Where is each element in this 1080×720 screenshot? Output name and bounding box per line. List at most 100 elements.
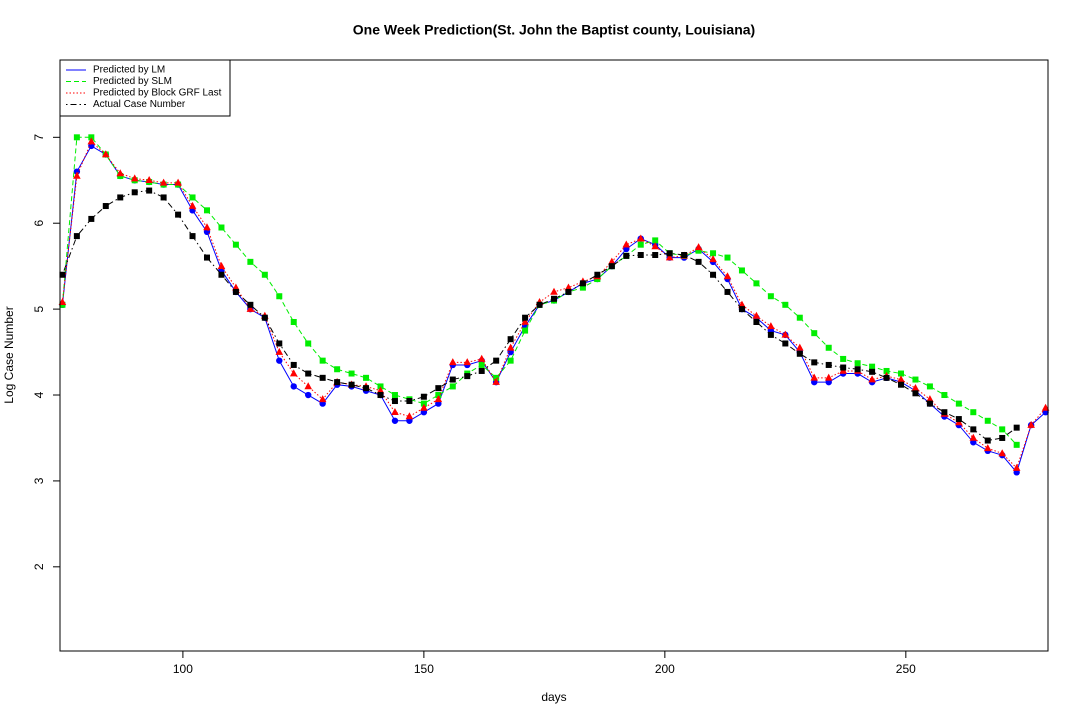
point bbox=[493, 374, 500, 381]
y-axis-label: Log Case Number bbox=[2, 306, 16, 403]
point bbox=[984, 417, 991, 424]
point bbox=[88, 215, 95, 222]
point bbox=[999, 434, 1006, 441]
point bbox=[564, 283, 573, 291]
point bbox=[449, 376, 456, 383]
point bbox=[637, 251, 644, 258]
point bbox=[478, 361, 485, 368]
point bbox=[87, 137, 96, 145]
point bbox=[694, 243, 703, 251]
point bbox=[998, 449, 1007, 457]
point bbox=[334, 379, 341, 386]
point bbox=[782, 301, 789, 308]
point bbox=[738, 306, 745, 313]
point bbox=[261, 314, 268, 321]
point bbox=[637, 241, 644, 248]
point bbox=[651, 242, 660, 250]
point bbox=[811, 359, 818, 366]
point bbox=[898, 370, 905, 377]
x-tick-label: 250 bbox=[896, 662, 916, 676]
plot-frame bbox=[59, 59, 1049, 652]
point bbox=[955, 416, 962, 423]
point bbox=[782, 340, 789, 347]
point bbox=[318, 395, 327, 403]
point bbox=[420, 393, 427, 400]
point bbox=[319, 357, 326, 364]
point bbox=[435, 385, 442, 392]
point bbox=[217, 261, 226, 269]
point bbox=[102, 203, 109, 210]
point bbox=[59, 271, 66, 278]
point bbox=[420, 400, 427, 407]
legend-label: Predicted by Block GRF Last bbox=[93, 88, 222, 99]
point bbox=[941, 392, 948, 399]
point bbox=[710, 271, 717, 278]
point bbox=[189, 233, 196, 240]
point bbox=[73, 233, 80, 240]
point bbox=[752, 311, 761, 319]
point bbox=[189, 194, 196, 201]
point bbox=[738, 267, 745, 274]
point bbox=[926, 383, 933, 390]
point bbox=[636, 234, 645, 242]
point bbox=[434, 395, 443, 403]
point bbox=[391, 417, 399, 424]
point bbox=[319, 374, 326, 381]
y-tick-label: 6 bbox=[32, 220, 46, 227]
point bbox=[1041, 403, 1050, 411]
point bbox=[507, 336, 514, 343]
point bbox=[767, 293, 774, 300]
point bbox=[391, 398, 398, 405]
point bbox=[305, 391, 312, 399]
point bbox=[218, 224, 225, 231]
point bbox=[1013, 424, 1020, 431]
x-tick-label: 150 bbox=[414, 662, 434, 676]
point bbox=[88, 134, 95, 141]
point bbox=[854, 360, 861, 367]
point bbox=[377, 383, 384, 390]
point bbox=[464, 373, 471, 380]
point bbox=[724, 254, 731, 261]
point bbox=[710, 250, 717, 257]
point bbox=[999, 426, 1006, 433]
point bbox=[463, 358, 472, 366]
point bbox=[276, 357, 283, 364]
point bbox=[203, 207, 210, 214]
point bbox=[824, 373, 833, 381]
point bbox=[926, 395, 934, 403]
point bbox=[492, 377, 500, 385]
point bbox=[188, 201, 197, 209]
point bbox=[305, 370, 312, 377]
point bbox=[218, 271, 225, 278]
point bbox=[840, 364, 847, 371]
point bbox=[175, 211, 182, 218]
point bbox=[117, 194, 124, 201]
point bbox=[983, 444, 992, 452]
point bbox=[898, 381, 905, 388]
x-tick-label: 200 bbox=[655, 662, 675, 676]
point bbox=[203, 223, 211, 231]
point bbox=[652, 237, 659, 244]
point bbox=[130, 174, 139, 182]
point bbox=[767, 331, 774, 338]
point bbox=[579, 284, 586, 291]
point bbox=[377, 392, 384, 399]
point bbox=[912, 390, 919, 397]
point bbox=[911, 383, 920, 391]
point bbox=[840, 355, 847, 362]
point bbox=[131, 189, 138, 196]
point bbox=[276, 293, 283, 300]
point bbox=[522, 314, 529, 321]
point bbox=[203, 254, 210, 261]
point bbox=[854, 366, 861, 373]
point bbox=[290, 383, 297, 390]
point bbox=[1012, 463, 1021, 471]
point bbox=[116, 169, 125, 177]
point bbox=[521, 317, 529, 325]
point bbox=[551, 295, 557, 302]
y-tick-label: 5 bbox=[32, 305, 46, 312]
point bbox=[550, 287, 558, 295]
point bbox=[926, 400, 933, 407]
legend-label: Actual Case Number bbox=[93, 99, 186, 110]
